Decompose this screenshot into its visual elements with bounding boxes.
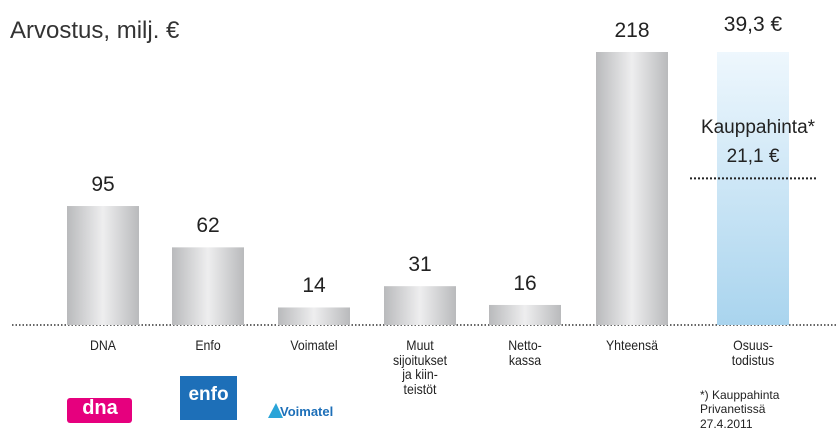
bar: [67, 206, 139, 325]
share-value-label: 39,3 €: [723, 13, 783, 36]
value-label: 16: [513, 271, 537, 295]
logo-voimatel-mark: [268, 403, 283, 418]
bar: [489, 304, 561, 325]
x-tick-label: DNA: [89, 337, 117, 353]
footnote: *) Kauppahinta Privanetissä 27.4.2011: [700, 388, 780, 431]
value-label: 14: [302, 274, 326, 298]
share-category: Osuus- todistus: [731, 337, 775, 368]
logo-voimatel: Voimatel: [280, 404, 334, 419]
bar: [384, 286, 456, 325]
x-tick-label: Yhteensä: [605, 337, 659, 353]
value-label: 218: [614, 19, 650, 42]
reference-label: Kauppahinta*: [700, 117, 816, 139]
logo-dna-box: [67, 398, 132, 423]
logo-enfo: enfo: [188, 384, 229, 405]
x-tick-label: Voimatel: [290, 337, 338, 353]
value-label: 62: [196, 214, 220, 238]
logo-dna: dna: [82, 397, 118, 419]
bar: [596, 52, 668, 325]
share-bar: [717, 52, 789, 325]
logo-enfo-box: [180, 376, 237, 420]
bar: [172, 247, 244, 325]
value-label: 95: [91, 173, 115, 197]
chart-title: Arvostus, milj. €: [10, 17, 180, 44]
x-tick-label: Enfo: [195, 337, 221, 353]
bar: [278, 307, 350, 325]
x-tick-label: Muut sijoitukset ja kiin- teistöt: [392, 337, 448, 398]
reference-value-label: 21,1 €: [726, 146, 780, 168]
value-label: 31: [408, 253, 432, 277]
x-tick-label: Netto- kassa: [508, 337, 542, 368]
